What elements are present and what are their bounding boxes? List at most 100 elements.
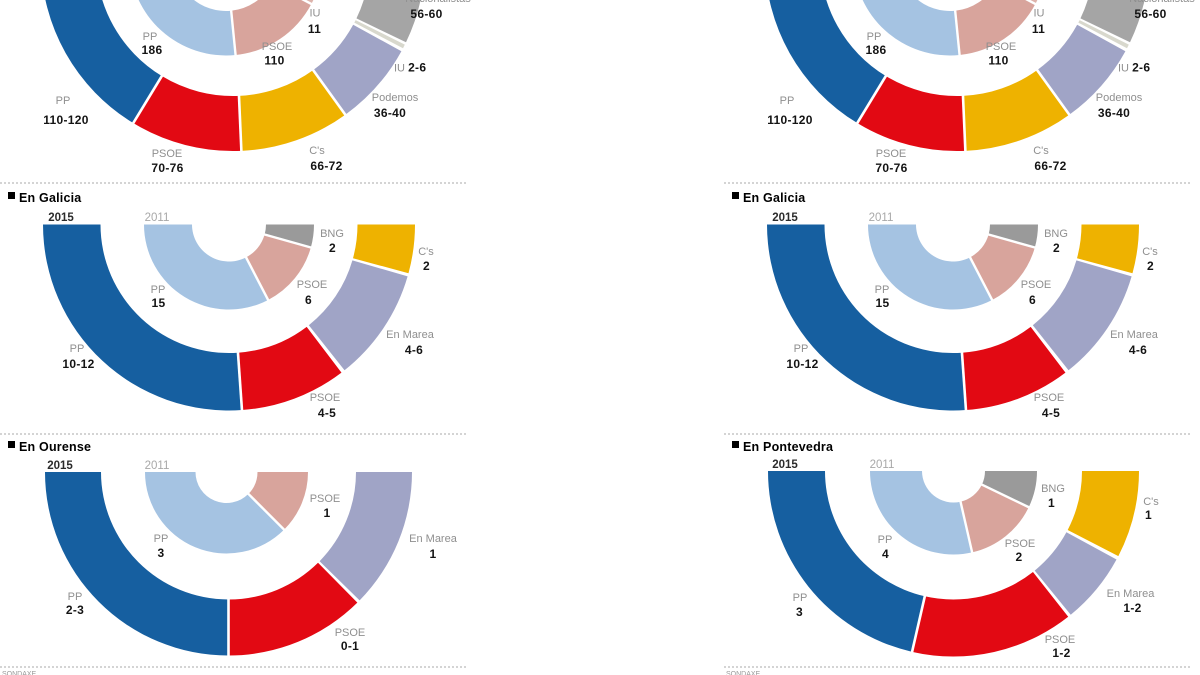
- svg-text:2015: 2015: [772, 212, 798, 224]
- svg-text:1-2: 1-2: [1123, 601, 1141, 615]
- svg-text:C's: C's: [418, 246, 434, 258]
- svg-text:66-72: 66-72: [310, 159, 342, 173]
- svg-text:PP: PP: [68, 591, 83, 603]
- svg-text:PP: PP: [867, 31, 882, 43]
- svg-text:110: 110: [264, 54, 284, 68]
- svg-text:2015: 2015: [48, 212, 74, 224]
- svg-text:PSOE: PSOE: [1005, 538, 1036, 550]
- svg-text:En Marea: En Marea: [386, 329, 435, 341]
- svg-text:70-76: 70-76: [875, 161, 907, 175]
- svg-text:En Marea: En Marea: [409, 533, 458, 545]
- svg-text:6: 6: [305, 293, 312, 307]
- svg-text:Nacionalistas: Nacionalistas: [405, 0, 471, 5]
- svg-text:PSOE: PSOE: [310, 392, 341, 404]
- svg-text:2011: 2011: [145, 460, 170, 472]
- svg-text:Podemos: Podemos: [1096, 92, 1143, 104]
- svg-text:C's: C's: [1033, 145, 1049, 157]
- svg-text:4-6: 4-6: [1129, 343, 1147, 357]
- svg-text:10-12: 10-12: [62, 357, 94, 371]
- svg-text:PSOE: PSOE: [152, 148, 183, 160]
- svg-text:3: 3: [158, 546, 165, 560]
- svg-text:PP: PP: [154, 533, 169, 545]
- svg-text:2: 2: [329, 241, 336, 255]
- svg-text:IU: IU: [1034, 8, 1045, 20]
- svg-text:Podemos: Podemos: [372, 92, 419, 104]
- svg-text:11: 11: [308, 22, 321, 36]
- svg-text:IU: IU: [310, 8, 321, 20]
- svg-text:110-120: 110-120: [43, 113, 89, 127]
- svg-text:PP: PP: [56, 95, 71, 107]
- svg-text:Nacionalistas: Nacionalistas: [1129, 0, 1195, 5]
- svg-text:70-76: 70-76: [151, 161, 183, 175]
- svg-text:15: 15: [876, 296, 890, 310]
- svg-text:56-60: 56-60: [410, 7, 442, 21]
- svg-text:PP: PP: [151, 284, 166, 296]
- svg-text:4-5: 4-5: [1042, 406, 1060, 420]
- svg-text:4-6: 4-6: [405, 343, 423, 357]
- svg-text:En Marea: En Marea: [1110, 329, 1159, 341]
- svg-text:PSOE: PSOE: [297, 279, 328, 291]
- svg-text:En Marea: En Marea: [1107, 588, 1156, 600]
- svg-text:1-2: 1-2: [1052, 646, 1070, 660]
- svg-text:2015: 2015: [772, 459, 798, 471]
- svg-text:PSOE: PSOE: [986, 41, 1017, 53]
- svg-text:110-120: 110-120: [767, 113, 813, 127]
- svg-text:2: 2: [1016, 550, 1023, 564]
- svg-text:2: 2: [1147, 259, 1154, 273]
- svg-text:2015: 2015: [47, 460, 73, 472]
- svg-text:36-40: 36-40: [374, 106, 406, 120]
- svg-text:SONDAXE: SONDAXE: [726, 671, 761, 675]
- svg-text:BNG: BNG: [1041, 483, 1065, 495]
- svg-text:110: 110: [988, 54, 1008, 68]
- svg-text:11: 11: [1032, 22, 1045, 36]
- svg-text:PSOE: PSOE: [310, 493, 341, 505]
- svg-text:56-60: 56-60: [1134, 7, 1166, 21]
- svg-text:66-72: 66-72: [1034, 159, 1066, 173]
- svg-text:2: 2: [1053, 241, 1060, 255]
- svg-text:0-1: 0-1: [341, 639, 359, 653]
- svg-text:4-5: 4-5: [318, 406, 336, 420]
- svg-text:En Galicia: En Galicia: [19, 191, 82, 205]
- svg-text:IU 2-6: IU 2-6: [394, 61, 426, 75]
- svg-text:PP: PP: [794, 343, 809, 355]
- svg-text:1: 1: [430, 547, 437, 561]
- svg-text:2-3: 2-3: [66, 603, 84, 617]
- svg-text:En Pontevedra: En Pontevedra: [743, 440, 834, 454]
- svg-text:IU 2-6: IU 2-6: [1118, 61, 1150, 75]
- svg-text:PP: PP: [793, 592, 808, 604]
- svg-text:2: 2: [423, 259, 430, 273]
- svg-text:1: 1: [324, 506, 331, 520]
- svg-text:PSOE: PSOE: [335, 627, 366, 639]
- svg-text:10-12: 10-12: [786, 357, 818, 371]
- svg-text:PP: PP: [875, 284, 890, 296]
- svg-text:C's: C's: [1143, 496, 1159, 508]
- svg-text:1: 1: [1145, 508, 1152, 522]
- svg-text:BNG: BNG: [320, 228, 344, 240]
- svg-text:6: 6: [1029, 293, 1036, 307]
- svg-text:2011: 2011: [145, 212, 170, 224]
- svg-text:PSOE: PSOE: [1034, 392, 1065, 404]
- svg-text:PSOE: PSOE: [1021, 279, 1052, 291]
- svg-text:PP: PP: [878, 534, 893, 546]
- svg-text:186: 186: [142, 43, 163, 57]
- svg-text:PSOE: PSOE: [262, 41, 293, 53]
- svg-text:C's: C's: [1142, 246, 1158, 258]
- svg-text:PP: PP: [143, 31, 158, 43]
- svg-text:3: 3: [796, 605, 803, 619]
- svg-text:2011: 2011: [870, 459, 895, 471]
- svg-text:PSOE: PSOE: [876, 148, 907, 160]
- svg-text:1: 1: [1048, 496, 1055, 510]
- svg-text:En Galicia: En Galicia: [743, 191, 806, 205]
- svg-text:PP: PP: [780, 95, 795, 107]
- svg-text:C's: C's: [309, 145, 325, 157]
- svg-text:36-40: 36-40: [1098, 106, 1130, 120]
- svg-text:PSOE: PSOE: [1045, 634, 1076, 646]
- svg-text:PP: PP: [70, 343, 85, 355]
- svg-text:186: 186: [866, 43, 887, 57]
- svg-text:2011: 2011: [869, 212, 894, 224]
- svg-text:15: 15: [152, 296, 166, 310]
- svg-text:BNG: BNG: [1044, 228, 1068, 240]
- svg-text:SONDAXE: SONDAXE: [2, 671, 37, 675]
- svg-text:4: 4: [882, 547, 889, 561]
- svg-text:En Ourense: En Ourense: [19, 440, 91, 454]
